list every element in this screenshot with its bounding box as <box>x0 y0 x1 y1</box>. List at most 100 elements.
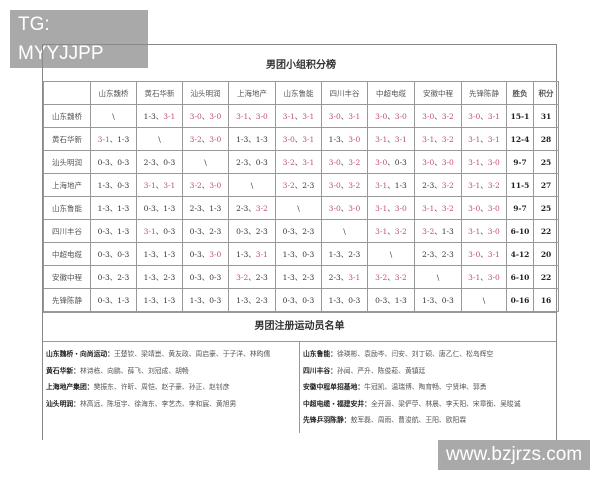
match-score: 0-3 <box>189 226 202 236</box>
standings-title: 男团小组积分榜 <box>43 45 559 82</box>
match-score: 3-0 <box>468 203 481 213</box>
match-score: 0-3 <box>163 226 176 236</box>
match-score: 3-0 <box>487 203 500 213</box>
match-score: 1-3 <box>282 249 295 259</box>
match-score: 3-0 <box>328 157 341 167</box>
column-header: 先锋陈静 <box>461 81 507 105</box>
result-cell: 0-3、0-3 <box>90 150 137 174</box>
match-score: 3-2 <box>375 272 388 282</box>
result-cell: 2-3、0-3 <box>228 150 276 174</box>
roster-team: 四川丰谷： <box>303 366 337 375</box>
match-score: 3-2 <box>441 203 454 213</box>
match-score: 3-0 <box>348 134 361 144</box>
points: 25 <box>532 196 560 220</box>
match-score: 0-3 <box>189 249 202 259</box>
roster-left-column: 山东魏桥・向尚运动：王楚钦、梁靖崑、黄友政、周启豪、于子洋、林昀儒 黄石华新：林诗… <box>43 342 299 433</box>
win-loss-record: 15-1 <box>506 104 534 128</box>
standings-sheet: 男团小组积分榜 山东魏桥 黄石华新 汕头明润 上海地产 山东鲁能 四川丰谷 中超电缆 安徽中程… <box>42 44 560 440</box>
match-score: \ <box>436 272 440 282</box>
match-score: 1-3 <box>236 134 249 144</box>
match-score: 0-3 <box>97 157 110 167</box>
result-cell: 1-3、0-3 <box>275 242 322 266</box>
match-score: 2-3 <box>302 226 315 236</box>
result-cell: 0-3、3-0 <box>182 242 229 266</box>
match-score: 0-3 <box>209 295 222 305</box>
match-score: 3-0 <box>441 157 454 167</box>
result-cell: 1-3、2-3 <box>228 288 276 312</box>
match-score: 2-3 <box>209 226 222 236</box>
points: 16 <box>532 288 560 312</box>
match-score: 0-3 <box>97 295 110 305</box>
match-score: 0-3 <box>143 203 156 213</box>
result-cell: 3-0、3-0 <box>321 196 368 220</box>
match-score: \ <box>158 134 161 144</box>
result-cell: 1-3、2-3 <box>321 242 368 266</box>
match-score: 1-3 <box>189 295 202 305</box>
roster-entry: 上海地产集团：樊振东、许昕、周恺、赵子豪、孙正、赵钊彦 <box>46 379 296 396</box>
roster-players: 林诗栋、向鹏、薛飞、刘冠成、胡畅 <box>79 366 189 375</box>
table-row: 山东鲁能 1-3、1-3 0-3、1-3 2-3、1-3 2-3、3-2 \ 3-0、3-0… <box>43 196 560 220</box>
match-score: 1-3 <box>236 249 249 259</box>
result-cell: 3-0、3-2 <box>321 173 368 197</box>
match-score: 3-0 <box>209 111 222 121</box>
result-cell: 3-1、3-1 <box>461 127 507 151</box>
match-score: 3-1 <box>282 111 295 121</box>
match-score: 3-2 <box>394 272 407 282</box>
result-cell: 1-3、3-1 <box>228 242 276 266</box>
match-score: 1-3 <box>394 180 407 190</box>
match-score: 3-0 <box>282 134 295 144</box>
table-row: 先锋陈静 0-3、1-3 1-3、1-3 1-3、0-3 1-3、2-3 0-3、0-3 1… <box>43 288 560 312</box>
match-score: 1-3 <box>163 249 176 259</box>
match-score: 3-1 <box>348 272 361 282</box>
match-score: 3-2 <box>348 180 361 190</box>
match-score: 3-1 <box>422 134 435 144</box>
table-row: 黄石华新 3-1、1-3 \ 3-2、3-0 1-3、1-3 3-0、3-1 1-3、3-0… <box>43 127 560 151</box>
result-cell: 1-3、1-3 <box>90 196 137 220</box>
roster-team: 山东鲁能： <box>303 350 337 358</box>
match-score: 3-2 <box>189 134 202 144</box>
match-score: 3-2 <box>255 203 268 213</box>
column-header: 汕头明润 <box>182 81 229 105</box>
result-cell: 3-0、3-0 <box>414 150 462 174</box>
column-header: 积分 <box>532 81 560 105</box>
result-cell: 1-3、0-3 <box>414 288 462 312</box>
match-score: 1-3 <box>143 272 156 282</box>
match-score: 1-3 <box>422 295 435 305</box>
roster-players: 牛冠凯、温瑞博、陶育畅、宁贤坤、郭勇 <box>364 383 487 391</box>
match-score: 3-1 <box>394 134 407 144</box>
result-cell: 3-1、3-0 <box>461 150 507 174</box>
match-score: 2-3 <box>255 295 268 305</box>
result-cell: 3-2、3-2 <box>367 265 415 289</box>
match-score: 3-2 <box>282 180 295 190</box>
match-score: 3-0 <box>422 157 435 167</box>
roster-entry: 中超电缆・福建安井：全开源、梁俨苧、林晨、李天阳、宋章衡、吴晙诚 <box>303 396 553 413</box>
result-cell: 3-1、3-0 <box>461 265 507 289</box>
result-cell: \ <box>182 150 229 174</box>
match-score: 0-3 <box>236 226 249 236</box>
column-header: 安徽中程 <box>414 81 462 105</box>
roster-entry: 山东鲁能：徐瑛彬、袁励岑、闫安、刘丁硕、唐乙仁、松岛辉空 <box>303 346 553 363</box>
match-score: 3-0 <box>189 111 202 121</box>
match-score: 1-3 <box>117 226 130 236</box>
match-score: 3-0 <box>394 111 407 121</box>
result-cell: 2-3、3-2 <box>228 196 276 220</box>
result-cell: 3-0、3-2 <box>321 150 368 174</box>
match-score: 0-3 <box>163 157 176 167</box>
points: 28 <box>532 127 560 151</box>
result-cell: 1-3、1-3 <box>136 242 183 266</box>
result-cell: 3-1、3-0 <box>228 104 276 128</box>
match-score: 3-0 <box>209 249 222 259</box>
match-score: 3-0 <box>348 203 361 213</box>
match-score: 2-3 <box>163 272 176 282</box>
row-team-name: 黄石华新 <box>43 127 91 151</box>
result-cell: 2-3、0-3 <box>136 150 183 174</box>
result-cell: 3-1、3-0 <box>367 196 415 220</box>
table-row: 四川丰谷 0-3、1-3 3-1、0-3 0-3、2-3 0-3、2-3 0-3、2-3 \… <box>43 219 560 243</box>
column-header: 四川丰谷 <box>321 81 368 105</box>
match-score: 0-3 <box>97 226 110 236</box>
column-header: 中超电缆 <box>367 81 415 105</box>
win-loss-record: 9-7 <box>506 196 534 220</box>
result-cell: 3-0、0-3 <box>367 150 415 174</box>
table-row: 安徽中程 0-3、2-3 1-3、2-3 0-3、0-3 3-2、2-3 1-3、2-3 2… <box>43 265 560 289</box>
match-score: 3-0 <box>394 203 407 213</box>
